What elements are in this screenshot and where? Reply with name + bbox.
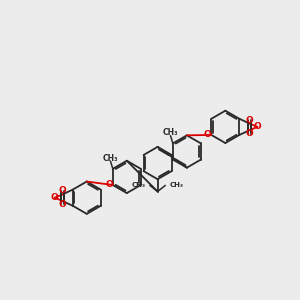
Text: CH₃: CH₃ [163,128,178,137]
Text: CH₃: CH₃ [169,182,183,188]
Text: O: O [254,122,261,131]
Text: O: O [246,129,253,138]
Text: O: O [51,193,59,202]
Text: O: O [105,181,113,190]
Text: O: O [58,186,66,195]
Text: O: O [58,200,66,209]
Text: O: O [204,130,212,140]
Text: CH₃: CH₃ [132,182,146,188]
Text: CH₃: CH₃ [103,154,118,163]
Text: O: O [246,116,253,124]
